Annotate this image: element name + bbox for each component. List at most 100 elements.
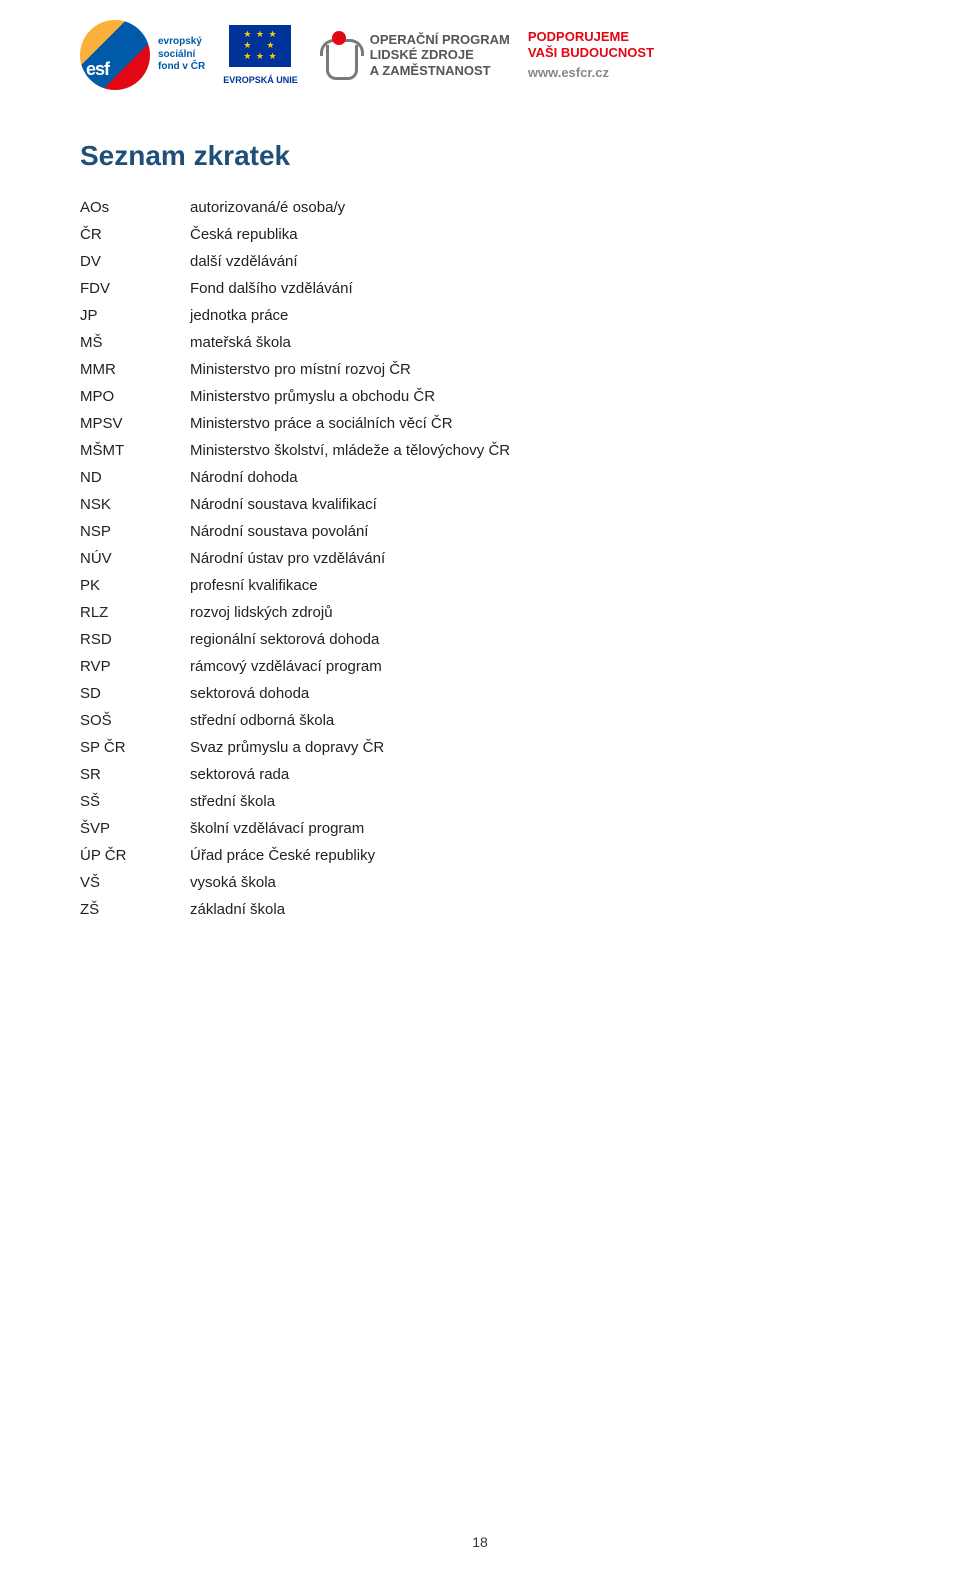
oplzz-caption: OPERAČNÍ PROGRAM LIDSKÉ ZDROJE A ZAMĚSTN… [370, 32, 510, 79]
abbr-key: MŠ [80, 329, 190, 356]
support-block: PODPORUJEME VAŠI BUDOUCNOST www.esfcr.cz [528, 29, 654, 81]
abbr-value: střední škola [190, 788, 880, 815]
table-row: MŠMTMinisterstvo školství, mládeže a těl… [80, 437, 880, 464]
eu-caption: EVROPSKÁ UNIE [223, 75, 298, 86]
abbr-key: MMR [80, 356, 190, 383]
table-row: SP ČRSvaz průmyslu a dopravy ČR [80, 734, 880, 761]
abbr-value: autorizovaná/é osoba/y [190, 194, 880, 221]
oplzz-line: LIDSKÉ ZDROJE [370, 47, 510, 63]
table-row: PKprofesní kvalifikace [80, 572, 880, 599]
support-url: www.esfcr.cz [528, 65, 654, 81]
oplzz-line: OPERAČNÍ PROGRAM [370, 32, 510, 48]
oplzz-icon [316, 27, 362, 83]
abbr-value: střední odborná škola [190, 707, 880, 734]
table-row: ČRČeská republika [80, 221, 880, 248]
abbr-key: ČR [80, 221, 190, 248]
abbr-key: DV [80, 248, 190, 275]
support-caption: PODPORUJEME VAŠI BUDOUCNOST www.esfcr.cz [528, 29, 654, 81]
abbr-key: NÚV [80, 545, 190, 572]
table-row: MMRMinisterstvo pro místní rozvoj ČR [80, 356, 880, 383]
abbr-value: rozvoj lidských zdrojů [190, 599, 880, 626]
abbr-key: MPO [80, 383, 190, 410]
abbr-value: rámcový vzdělávací program [190, 653, 880, 680]
abbr-key: SŠ [80, 788, 190, 815]
abbr-value: Česká republika [190, 221, 880, 248]
abbr-key: ZŠ [80, 896, 190, 923]
table-row: SDsektorová dohoda [80, 680, 880, 707]
header-logo-row: esf evropský sociální fond v ČR ★ ★ ★★ ★… [80, 0, 880, 100]
abbr-key: MŠMT [80, 437, 190, 464]
table-row: MPOMinisterstvo průmyslu a obchodu ČR [80, 383, 880, 410]
table-row: ZŠzákladní škola [80, 896, 880, 923]
abbr-value: základní škola [190, 896, 880, 923]
esf-caption-line: evropský [158, 36, 205, 49]
table-row: SOŠstřední odborná škola [80, 707, 880, 734]
page-number: 18 [0, 1534, 960, 1550]
abbr-value: Národní ústav pro vzdělávání [190, 545, 880, 572]
page-title: Seznam zkratek [80, 140, 880, 172]
abbr-value: Národní dohoda [190, 464, 880, 491]
abbr-key: RVP [80, 653, 190, 680]
abbr-key: SR [80, 761, 190, 788]
abbr-key: RLZ [80, 599, 190, 626]
abbr-value: Svaz průmyslu a dopravy ČR [190, 734, 880, 761]
table-row: ŠVPškolní vzdělávací program [80, 815, 880, 842]
table-row: NSPNárodní soustava povolání [80, 518, 880, 545]
abbr-value: Ministerstvo pro místní rozvoj ČR [190, 356, 880, 383]
table-row: VŠvysoká škola [80, 869, 880, 896]
eu-flag-icon: ★ ★ ★★ ★★ ★ ★ [229, 25, 291, 67]
oplzz-logo-block: OPERAČNÍ PROGRAM LIDSKÉ ZDROJE A ZAMĚSTN… [316, 27, 510, 83]
table-row: FDVFond dalšího vzdělávání [80, 275, 880, 302]
abbr-value: mateřská škola [190, 329, 880, 356]
abbr-key: ŠVP [80, 815, 190, 842]
table-row: ÚP ČRÚřad práce České republiky [80, 842, 880, 869]
abbr-key: SOŠ [80, 707, 190, 734]
abbr-key: RSD [80, 626, 190, 653]
table-row: RVPrámcový vzdělávací program [80, 653, 880, 680]
abbr-key: SD [80, 680, 190, 707]
table-row: MPSVMinisterstvo práce a sociálních věcí… [80, 410, 880, 437]
table-row: NDNárodní dohoda [80, 464, 880, 491]
table-row: AOsautorizovaná/é osoba/y [80, 194, 880, 221]
esf-caption-line: sociální [158, 49, 205, 62]
abbr-value: Ministerstvo práce a sociálních věcí ČR [190, 410, 880, 437]
abbr-value: Ministerstvo průmyslu a obchodu ČR [190, 383, 880, 410]
table-row: JPjednotka práce [80, 302, 880, 329]
abbr-value: Úřad práce České republiky [190, 842, 880, 869]
abbr-key: SP ČR [80, 734, 190, 761]
esf-logo-block: esf evropský sociální fond v ČR [80, 20, 205, 90]
abbr-key: MPSV [80, 410, 190, 437]
table-row: SRsektorová rada [80, 761, 880, 788]
abbr-key: PK [80, 572, 190, 599]
abbr-value: Národní soustava povolání [190, 518, 880, 545]
abbr-key: ND [80, 464, 190, 491]
table-row: DVdalší vzdělávání [80, 248, 880, 275]
table-row: MŠmateřská škola [80, 329, 880, 356]
document-page: esf evropský sociální fond v ČR ★ ★ ★★ ★… [0, 0, 960, 1574]
abbr-key: AOs [80, 194, 190, 221]
abbr-key: JP [80, 302, 190, 329]
abbr-value: školní vzdělávací program [190, 815, 880, 842]
abbr-value: regionální sektorová dohoda [190, 626, 880, 653]
esf-logo-text: esf [86, 59, 109, 80]
abbr-value: Fond dalšího vzdělávání [190, 275, 880, 302]
abbr-value: další vzdělávání [190, 248, 880, 275]
abbr-value: sektorová rada [190, 761, 880, 788]
abbr-key: NSP [80, 518, 190, 545]
abbreviations-table: AOsautorizovaná/é osoba/yČRČeská republi… [80, 194, 880, 923]
esf-caption-line: fond v ČR [158, 61, 205, 74]
eu-logo-block: ★ ★ ★★ ★★ ★ ★ EVROPSKÁ UNIE [223, 25, 298, 86]
abbr-value: sektorová dohoda [190, 680, 880, 707]
table-row: RSDregionální sektorová dohoda [80, 626, 880, 653]
esf-caption: evropský sociální fond v ČR [158, 36, 205, 74]
esf-logo-icon: esf [80, 20, 150, 90]
abbr-value: jednotka práce [190, 302, 880, 329]
abbr-value: profesní kvalifikace [190, 572, 880, 599]
eu-stars-icon: ★ ★ ★★ ★★ ★ ★ [230, 26, 290, 66]
table-row: SŠstřední škola [80, 788, 880, 815]
table-row: NÚVNárodní ústav pro vzdělávání [80, 545, 880, 572]
support-line: VAŠI BUDOUCNOST [528, 45, 654, 61]
oplzz-line: A ZAMĚSTNANOST [370, 63, 510, 79]
abbr-key: VŠ [80, 869, 190, 896]
table-row: RLZrozvoj lidských zdrojů [80, 599, 880, 626]
